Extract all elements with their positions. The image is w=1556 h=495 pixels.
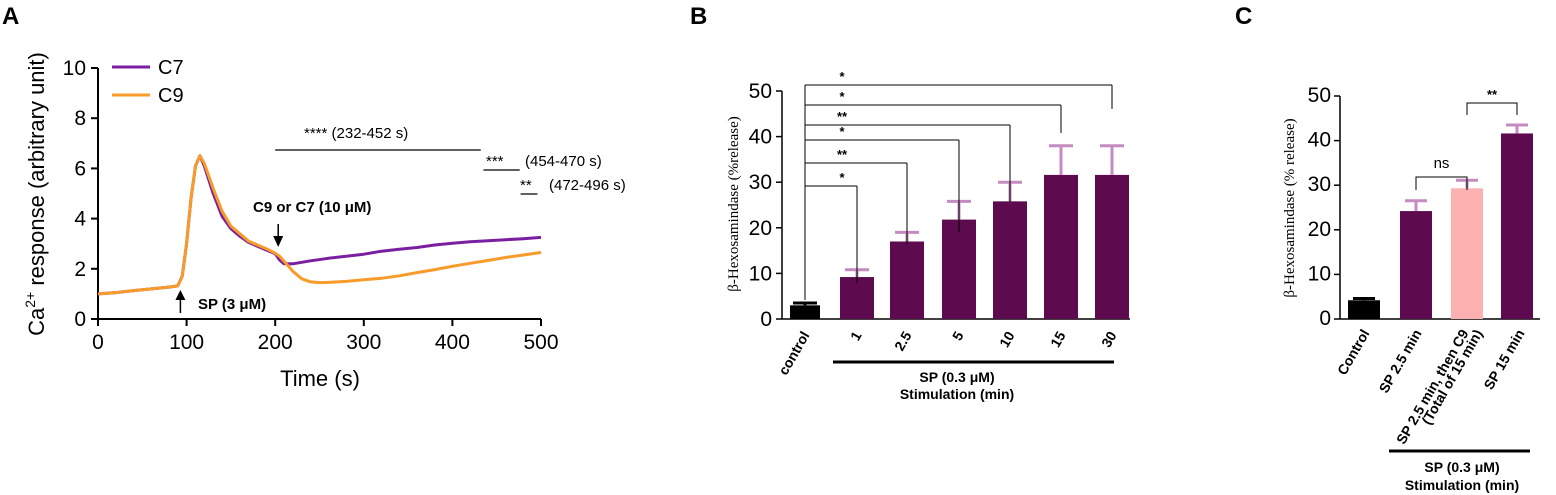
y-axis-title: β-Hexosamindase (% release) xyxy=(1282,118,1298,297)
group-label-line2: Stimulation (min) xyxy=(1405,477,1519,493)
x-axis-title: Time (s) xyxy=(280,366,360,391)
y-tick-label: 0 xyxy=(74,308,86,331)
x-tick-label: 400 xyxy=(435,331,470,354)
bar-30 xyxy=(1095,174,1129,319)
bar-10 xyxy=(993,201,1027,319)
series-line-c7 xyxy=(97,154,542,296)
legend-label-c9: C9 xyxy=(158,85,184,107)
sig-label: * xyxy=(839,124,845,139)
y-tick-label: 50 xyxy=(749,80,772,103)
x-tick-label: SP 2.5 min xyxy=(1375,327,1424,396)
x-tick-label: 500 xyxy=(523,331,558,354)
y-tick-label: 10 xyxy=(1308,262,1331,285)
sp-arrow-head xyxy=(175,290,186,300)
sig-stars-2: *** xyxy=(486,153,504,170)
sig-label: * xyxy=(839,170,845,185)
y-tick-label: 2 xyxy=(74,258,86,281)
x-tick-label: 10 xyxy=(996,328,1018,350)
sig-label: * xyxy=(839,89,845,104)
bar-2.5 xyxy=(890,241,924,319)
x-tick-label: 0 xyxy=(92,331,104,354)
bar-3 xyxy=(1501,133,1533,319)
bar-1 xyxy=(1400,211,1432,319)
group-label-line1: SP (0.3 μM) xyxy=(1424,459,1499,475)
compound-annotation: C9 or C7 (10 μM) xyxy=(253,199,371,216)
bar-15 xyxy=(1044,174,1078,319)
sig-label: * xyxy=(839,69,845,84)
y-tick-label: 20 xyxy=(1308,218,1331,241)
y-tick-label: 0 xyxy=(760,308,772,331)
y-tick-label: 40 xyxy=(749,126,772,149)
x-tick-label: 2.5 xyxy=(891,328,915,353)
panel-b-bar-chart: 0 10 20 30 40 50 β-Hexosamindase (%release) con… xyxy=(726,69,1130,402)
y-tick-label: 40 xyxy=(1308,129,1331,152)
y-tick-label: 30 xyxy=(1308,173,1331,196)
sig-bracket-ns xyxy=(1415,176,1468,190)
sig-label-stars: ** xyxy=(1487,87,1498,102)
y-tick-label: 4 xyxy=(74,208,86,231)
bar-0 xyxy=(1348,300,1380,319)
x-tick-label: 200 xyxy=(258,331,293,354)
group-label-line2: Stimulation (min) xyxy=(900,386,1014,402)
y-tick-label: 10 xyxy=(63,57,86,80)
y-tick-label: 50 xyxy=(1308,84,1331,107)
bar-1 xyxy=(840,277,874,319)
x-tick-label: SP 15 min xyxy=(1480,327,1527,393)
bar-5 xyxy=(942,219,976,319)
series-line-c9 xyxy=(97,154,542,296)
group-label-line1: SP (0.3 μM) xyxy=(919,369,994,385)
sp-annotation: SP (3 μM) xyxy=(198,296,266,313)
x-tick-label: 5 xyxy=(949,328,967,343)
compound-arrow-head xyxy=(273,236,284,247)
x-tick-label: 300 xyxy=(346,331,381,354)
y-axis-title: Ca2+ response (arbitrary unit) xyxy=(22,52,49,336)
sig-label-ns: ns xyxy=(1434,155,1450,172)
x-tick-label: 1 xyxy=(847,328,865,343)
y-tick-label: 0 xyxy=(1319,307,1331,330)
y-tick-label: 30 xyxy=(749,171,772,194)
legend-label-c7: C7 xyxy=(158,57,184,79)
panel-c-bar-chart: 0 10 20 30 40 50 β-Hexosamindase (% release) Co… xyxy=(1282,84,1540,493)
y-tick-label: 10 xyxy=(749,262,772,285)
x-tick-label: control xyxy=(775,329,813,378)
y-tick-label: 6 xyxy=(74,157,86,180)
panel-label-a: A xyxy=(2,3,19,30)
panel-label-b: B xyxy=(690,3,707,30)
y-tick-label: 8 xyxy=(74,107,86,130)
sig-range-2: (454-470 s) xyxy=(525,153,602,170)
sig-bracket-stars xyxy=(1466,102,1518,115)
sig-stars-3: ** xyxy=(520,177,532,194)
x-tick-label: 15 xyxy=(1047,328,1069,350)
panel-label-c: C xyxy=(1235,3,1252,30)
sig-range-3: (472-496 s) xyxy=(549,177,626,194)
x-tick-label: Control xyxy=(1334,327,1373,378)
x-tick-label: 30 xyxy=(1098,328,1120,350)
sig-label: ** xyxy=(837,147,848,162)
y-tick-label: 20 xyxy=(749,217,772,240)
y-axis-title: β-Hexosamindase (%release) xyxy=(726,116,742,291)
x-tick-label: 100 xyxy=(169,331,204,354)
bar-2 xyxy=(1451,188,1483,319)
sig-label: ** xyxy=(837,109,848,124)
bar-control xyxy=(790,305,820,319)
sig-stars-1: **** (232-452 s) xyxy=(304,125,408,142)
